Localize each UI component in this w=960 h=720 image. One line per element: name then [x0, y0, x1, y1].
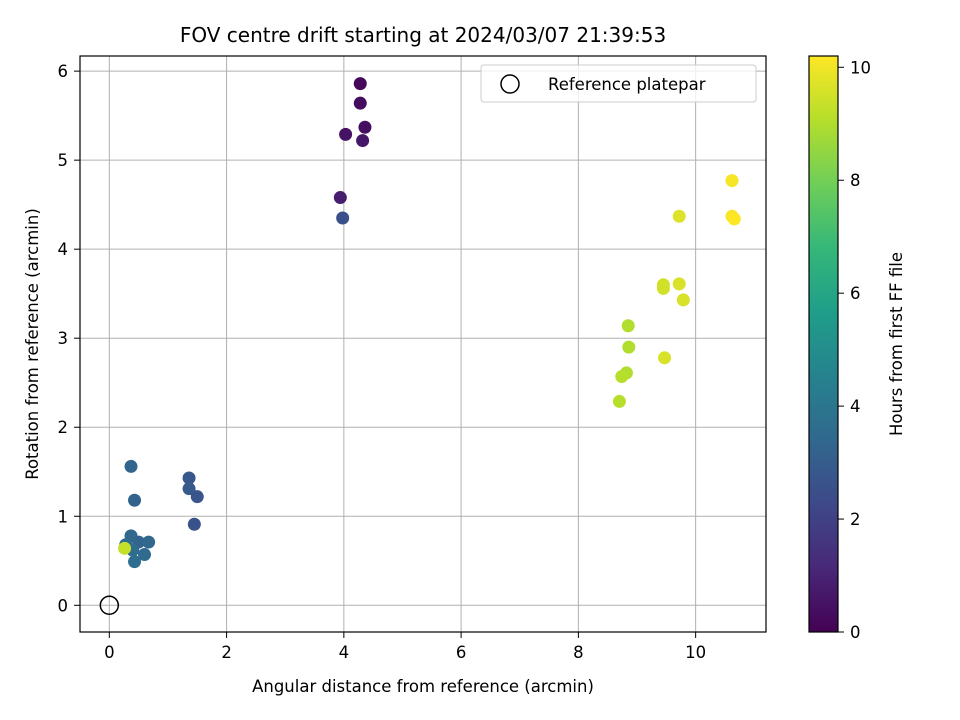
data-points [118, 77, 741, 569]
x-tick-label: 6 [456, 643, 467, 662]
colorbar-tick-label: 4 [850, 397, 861, 416]
data-point [353, 96, 367, 110]
data-point [333, 191, 347, 205]
colorbar-tick-label: 8 [850, 171, 861, 190]
data-point [336, 211, 350, 225]
legend: Reference platepar [480, 64, 757, 103]
data-point [118, 541, 132, 555]
data-point [137, 548, 151, 562]
reference-point-marker [99, 595, 120, 616]
data-point [142, 535, 156, 549]
legend-marker-icon [500, 74, 520, 94]
data-point [658, 351, 672, 365]
data-point [358, 120, 372, 134]
data-point [124, 459, 138, 473]
legend-entry-label: Reference platepar [548, 75, 706, 94]
y-tick-label: 6 [58, 62, 69, 81]
x-tick-label: 0 [104, 643, 115, 662]
colorbar-tick-label: 10 [850, 58, 871, 77]
colorbar-tick-label: 0 [850, 623, 861, 642]
x-axis-ticks: 0 2 4 6 8 10 [104, 632, 706, 662]
data-point [672, 209, 686, 223]
y-tick-label: 2 [58, 418, 69, 437]
y-tick-label: 1 [58, 507, 69, 526]
data-point [656, 281, 670, 295]
colorbar: 0 2 4 6 8 10 Hours from first FF file [808, 55, 906, 642]
x-tick-label: 10 [685, 643, 706, 662]
y-tick-label: 4 [58, 240, 69, 259]
data-point [128, 555, 142, 569]
data-point [356, 134, 370, 148]
data-point [672, 277, 686, 291]
colorbar-gradient [808, 55, 839, 633]
data-point [622, 340, 636, 354]
colorbar-label: Hours from first FF file [887, 252, 906, 436]
x-gridlines [108, 56, 697, 632]
data-point [727, 212, 741, 226]
data-point [353, 77, 367, 91]
data-point [187, 517, 201, 531]
y-gridlines [80, 70, 766, 606]
data-point [339, 127, 353, 141]
colorbar-tick-label: 6 [850, 284, 861, 303]
data-point [621, 319, 635, 333]
y-tick-label: 0 [58, 596, 69, 615]
y-axis-ticks: 0 1 2 3 4 5 6 [58, 62, 80, 615]
legend-box [480, 64, 757, 103]
y-tick-label: 5 [58, 151, 69, 170]
x-tick-label: 4 [339, 643, 350, 662]
data-point [182, 482, 196, 496]
x-tick-label: 2 [221, 643, 232, 662]
data-point [190, 490, 204, 504]
data-point [615, 369, 629, 383]
x-axis-label: Angular distance from reference (arcmin) [252, 677, 594, 696]
plot-frame [79, 55, 767, 633]
data-point [612, 394, 626, 408]
data-point [128, 493, 142, 507]
y-axis-label: Rotation from reference (arcmin) [23, 208, 42, 480]
data-point [182, 471, 196, 485]
data-point [725, 174, 739, 188]
colorbar-ticks: 0 2 4 6 8 10 [838, 58, 871, 642]
y-tick-label: 3 [58, 329, 69, 348]
colorbar-tick-label: 2 [850, 510, 861, 529]
data-point [676, 293, 690, 307]
x-tick-label: 8 [573, 643, 584, 662]
chart-title: FOV centre drift starting at 2024/03/07 … [180, 23, 666, 47]
